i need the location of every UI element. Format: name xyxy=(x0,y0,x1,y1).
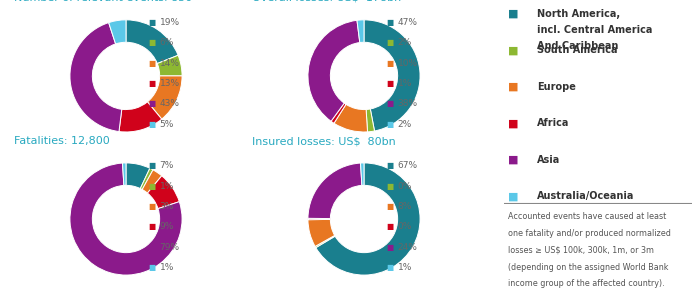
Text: ■: ■ xyxy=(148,59,155,68)
Text: Accounted events have caused at least: Accounted events have caused at least xyxy=(508,212,666,221)
Wedge shape xyxy=(122,163,126,185)
Text: ■: ■ xyxy=(508,118,518,128)
Text: Africa: Africa xyxy=(537,118,569,128)
Wedge shape xyxy=(308,218,330,220)
Text: ■: ■ xyxy=(148,18,155,27)
Text: ■: ■ xyxy=(386,243,393,251)
Text: ■: ■ xyxy=(148,222,155,231)
Wedge shape xyxy=(357,20,364,43)
Wedge shape xyxy=(308,219,335,246)
Text: 47%: 47% xyxy=(398,18,418,27)
Text: ■: ■ xyxy=(148,182,155,191)
Text: 0%: 0% xyxy=(398,182,412,191)
Text: 6%: 6% xyxy=(160,39,174,48)
Text: 38%: 38% xyxy=(398,100,418,108)
Text: South America: South America xyxy=(537,45,617,55)
Text: Number of relevant events: 850: Number of relevant events: 850 xyxy=(14,0,192,3)
Text: one fatality and/or produced normalized: one fatality and/or produced normalized xyxy=(508,229,671,238)
Text: 1%: 1% xyxy=(398,79,412,88)
Text: ■: ■ xyxy=(148,79,155,88)
Text: ■: ■ xyxy=(386,263,393,272)
Text: ■: ■ xyxy=(386,39,393,48)
Wedge shape xyxy=(70,22,122,131)
Wedge shape xyxy=(108,20,126,44)
Text: 43%: 43% xyxy=(160,100,180,108)
Text: incl. Central America: incl. Central America xyxy=(537,25,652,35)
Text: ■: ■ xyxy=(386,182,393,191)
Text: ■: ■ xyxy=(148,161,155,170)
Wedge shape xyxy=(331,103,346,123)
Text: 1%: 1% xyxy=(160,182,174,191)
Text: ■: ■ xyxy=(148,120,155,129)
Wedge shape xyxy=(148,176,179,208)
Text: Insured losses: US$  80bn: Insured losses: US$ 80bn xyxy=(252,136,396,146)
Wedge shape xyxy=(148,76,182,119)
Wedge shape xyxy=(126,20,178,64)
Text: 2%: 2% xyxy=(398,120,412,129)
Wedge shape xyxy=(316,163,420,275)
Wedge shape xyxy=(308,20,360,121)
Text: ■: ■ xyxy=(386,79,393,88)
Text: ■: ■ xyxy=(508,9,518,19)
Wedge shape xyxy=(360,163,364,185)
Text: North America,: North America, xyxy=(537,9,620,19)
Text: 5%: 5% xyxy=(160,120,174,129)
Text: Europe: Europe xyxy=(537,82,576,92)
Wedge shape xyxy=(308,163,362,219)
Text: 10%: 10% xyxy=(398,59,418,68)
Text: 1%: 1% xyxy=(398,263,412,272)
Text: Asia: Asia xyxy=(537,155,560,165)
Wedge shape xyxy=(334,104,368,132)
Wedge shape xyxy=(140,168,153,190)
Wedge shape xyxy=(158,55,182,76)
Text: ■: ■ xyxy=(386,202,393,211)
Wedge shape xyxy=(126,163,150,189)
Text: ■: ■ xyxy=(386,18,393,27)
Text: And Caribbean: And Caribbean xyxy=(537,41,618,51)
Text: ■: ■ xyxy=(386,100,393,108)
Text: ■: ■ xyxy=(386,120,393,129)
Text: (depending on the assigned World Bank: (depending on the assigned World Bank xyxy=(508,263,668,272)
Text: Overall losses: US$  178bn: Overall losses: US$ 178bn xyxy=(252,0,401,3)
Wedge shape xyxy=(119,102,162,132)
Text: 2%: 2% xyxy=(398,39,412,48)
Wedge shape xyxy=(70,163,182,275)
Text: ■: ■ xyxy=(508,191,518,201)
Wedge shape xyxy=(366,109,375,132)
Text: ■: ■ xyxy=(148,39,155,48)
Text: ■: ■ xyxy=(148,202,155,211)
Text: income group of the affected country).: income group of the affected country). xyxy=(508,279,664,288)
Text: Australia/Oceania: Australia/Oceania xyxy=(537,191,634,201)
Text: 7%: 7% xyxy=(160,161,174,170)
Text: 13%: 13% xyxy=(160,79,180,88)
Text: ■: ■ xyxy=(508,155,518,165)
Text: ■: ■ xyxy=(148,263,155,272)
Text: 8%: 8% xyxy=(398,202,412,211)
Text: ■: ■ xyxy=(386,59,393,68)
Wedge shape xyxy=(142,170,162,193)
Text: ■: ■ xyxy=(508,82,518,92)
Text: 24%: 24% xyxy=(398,243,417,251)
Text: ■: ■ xyxy=(386,222,393,231)
Text: ■: ■ xyxy=(508,45,518,55)
Text: ■: ■ xyxy=(148,243,155,251)
Wedge shape xyxy=(315,235,335,248)
Text: 1%: 1% xyxy=(160,263,174,272)
Text: 67%: 67% xyxy=(398,161,418,170)
Text: ■: ■ xyxy=(386,161,393,170)
Text: losses ≥ US$ 100k, 300k, 1m, or 3m: losses ≥ US$ 100k, 300k, 1m, or 3m xyxy=(508,246,654,255)
Text: 19%: 19% xyxy=(160,18,180,27)
Text: 0%: 0% xyxy=(398,222,412,231)
Text: ■: ■ xyxy=(148,100,155,108)
Text: 14%: 14% xyxy=(160,59,180,68)
Wedge shape xyxy=(364,20,420,131)
Text: Fatalities: 12,800: Fatalities: 12,800 xyxy=(14,136,110,146)
Text: 9%: 9% xyxy=(160,222,174,231)
Text: 3%: 3% xyxy=(160,202,174,211)
Text: 79%: 79% xyxy=(160,243,180,251)
